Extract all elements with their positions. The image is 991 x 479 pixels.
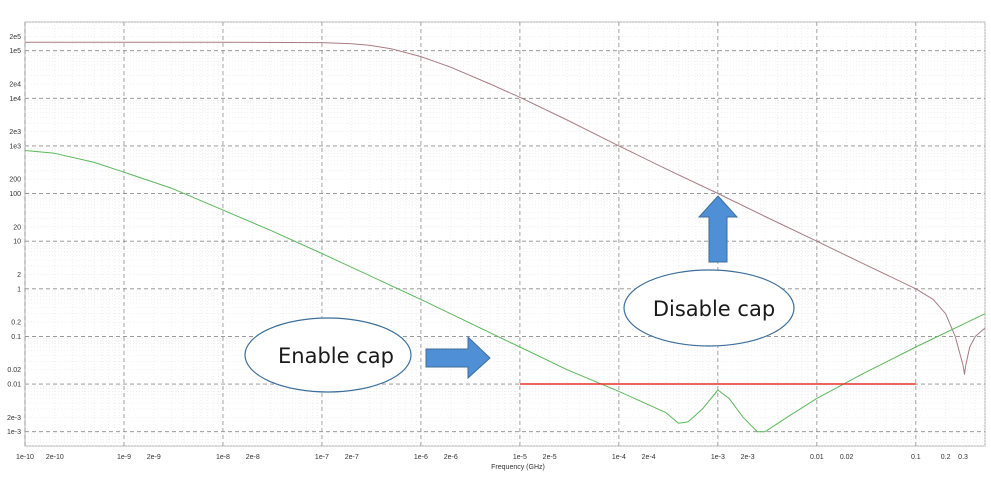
x-axis-label: Frequency (GHz) bbox=[491, 464, 545, 471]
plot-area bbox=[24, 21, 986, 447]
up-arrow-icon bbox=[697, 195, 739, 263]
x-tick-label: 1e-3 bbox=[711, 454, 725, 461]
x-tick-label: 1e-9 bbox=[117, 454, 131, 461]
y-tick-label: 1 bbox=[17, 286, 21, 293]
x-tick-label: 2e-10 bbox=[46, 454, 64, 461]
major-grid bbox=[24, 22, 985, 446]
y-tick-label: 1e3 bbox=[9, 143, 21, 150]
x-tick-label: 1e-6 bbox=[414, 454, 428, 461]
series-line-0 bbox=[25, 41, 986, 375]
x-tick-label: 2e-7 bbox=[345, 454, 359, 461]
annotation-enable-cap: Enable cap bbox=[244, 317, 412, 393]
series-layer bbox=[24, 41, 986, 433]
y-tick-label: 2e5 bbox=[9, 34, 21, 41]
y-tick-label: 1e4 bbox=[9, 96, 21, 103]
y-tick-label: 2e-3 bbox=[7, 415, 21, 422]
x-tick-label: 1e-7 bbox=[315, 454, 329, 461]
x-tick-label: 1e-4 bbox=[612, 454, 626, 461]
x-tick-label: 2e-8 bbox=[246, 454, 260, 461]
y-tick-label: 200 bbox=[9, 177, 21, 184]
x-tick-label: 2e-3 bbox=[741, 454, 755, 461]
x-tick-label: 1e-5 bbox=[513, 454, 527, 461]
x-tick-label: 2e-5 bbox=[543, 454, 557, 461]
right-arrow-icon bbox=[425, 335, 491, 380]
y-tick-label: 10 bbox=[13, 239, 21, 246]
disable-cap-label: Disable cap bbox=[653, 297, 775, 321]
x-tick-label: 0.1 bbox=[911, 454, 921, 461]
disable-cap-ellipse bbox=[623, 269, 795, 347]
x-tick-label: 1e-8 bbox=[216, 454, 230, 461]
x-tick-label: 0.3 bbox=[958, 454, 968, 461]
y-tick-label: 2 bbox=[17, 272, 21, 279]
y-tick-label: 0.01 bbox=[7, 382, 21, 389]
y-tick-label: 0.02 bbox=[7, 367, 21, 374]
x-tick-label: 2e-4 bbox=[642, 454, 656, 461]
y-tick-label: 1e-3 bbox=[7, 429, 21, 436]
x-tick-label: 2e-6 bbox=[444, 454, 458, 461]
x-tick-label: 1e-10 bbox=[16, 454, 34, 461]
enable-cap-label: Enable cap bbox=[278, 344, 394, 368]
enable-cap-ellipse bbox=[244, 317, 412, 393]
x-tick-labels: 1e-10 2e-10 1e-9 2e-9 1e-8 2e-8 1e-7 2e-7 1e-6 2e… bbox=[16, 454, 968, 461]
x-tick-label: 0.2 bbox=[941, 454, 951, 461]
x-tick-label: 0.02 bbox=[840, 454, 854, 461]
y-tick-label: 20 bbox=[13, 224, 21, 231]
y-tick-label: 2e4 bbox=[9, 81, 21, 88]
series-line-1 bbox=[24, 150, 986, 433]
y-tick-label: 100 bbox=[9, 191, 21, 198]
y-tick-label: 1e5 bbox=[9, 48, 21, 55]
x-tick-label: 2e-9 bbox=[147, 454, 161, 461]
annotation-disable-cap: Disable cap bbox=[623, 269, 795, 347]
minor-grid bbox=[25, 21, 986, 447]
y-tick-label: 2e3 bbox=[9, 129, 21, 136]
y-tick-labels: 2e5 1e5 2e4 1e4 2e3 1e3 200 100 20 10 2 1 0.2 0.1 0.02… bbox=[7, 34, 21, 436]
y-tick-label: 0.1 bbox=[11, 334, 21, 341]
y-tick-label: 0.2 bbox=[11, 320, 21, 327]
x-tick-label: 0.01 bbox=[810, 454, 824, 461]
